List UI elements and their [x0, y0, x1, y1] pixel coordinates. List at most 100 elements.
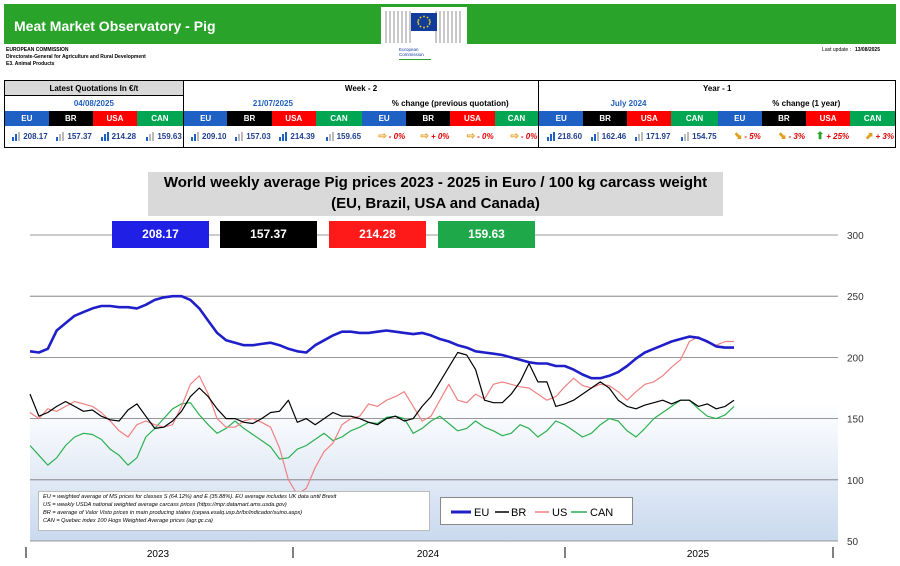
year-change-br: ⬊ - 3% [761, 125, 806, 148]
week-change-br: ⇨ + 0% [406, 125, 451, 148]
bar-chart-icon [235, 131, 244, 141]
year-value-can: 154.75 [671, 125, 718, 148]
bar-chart-icon [325, 131, 334, 141]
week-value-br: 157.03 [227, 125, 272, 148]
x-year-label: 2025 [687, 549, 710, 560]
logo-text: European Commission [399, 47, 424, 57]
footnote-line: BR = average of Valor Visto prices in ma… [43, 510, 303, 516]
footnote-box: EU = weighted average of MS prices for c… [38, 491, 430, 531]
badge-eu: 208.17 [112, 221, 209, 248]
series-line-eu [29, 294, 734, 380]
logo-underline [399, 59, 431, 60]
building-icon [385, 11, 413, 43]
year-change-eu: ⬊ - 5% [717, 125, 762, 148]
org-line: Directorate-General for Agriculture and … [6, 54, 146, 60]
bar-chart-icon [279, 131, 288, 141]
year-value-br: 162.46 [583, 125, 628, 148]
footnote-line: EU = weighted average of MS prices for c… [43, 494, 337, 500]
eu-flag-icon [411, 13, 437, 31]
arrow-right-icon: ⇨ [510, 130, 519, 142]
badge-br: 157.37 [220, 221, 317, 248]
year-change-usa: ⬆ + 25% [805, 125, 851, 148]
region-can: CAN [850, 110, 897, 126]
region-eu: EU [183, 110, 228, 126]
quotations-table: Latest Quotations In €/t Week - 2 Year -… [3, 80, 897, 148]
legend-label-eu: EU [474, 507, 489, 519]
series-line-can [29, 399, 735, 466]
bar-chart-icon [56, 131, 65, 141]
region-usa: USA [92, 110, 138, 126]
plot-area [30, 235, 838, 541]
y-tick-label: 50 [847, 537, 859, 548]
year-value-eu: 218.60 [538, 125, 584, 148]
org-line: EUROPEAN COMMISSION [6, 47, 69, 53]
bar-chart-icon [146, 131, 155, 141]
y-tick-label: 100 [847, 476, 864, 487]
week-value-can: 159.65 [315, 125, 363, 148]
region-br: BR [761, 110, 806, 126]
region-eu: EU [717, 110, 762, 126]
year-value-usa: 171.97 [627, 125, 672, 148]
week-change-usa: ⇨ - 0% [450, 125, 495, 148]
week-change-eu: ⇨ - 0% [362, 125, 407, 148]
bar-chart-icon [634, 131, 643, 141]
last-update: Last update :13/08/2025 [822, 47, 880, 53]
y-tick-label: 300 [847, 231, 864, 242]
region-can: CAN [315, 110, 363, 126]
arrow-up-right-icon: ⬈ [865, 130, 874, 142]
region-br: BR [48, 110, 93, 126]
bar-chart-icon [546, 131, 555, 141]
footnote-line: US = weekly USDA national weighted avera… [43, 502, 287, 508]
arrow-down-right-icon: ⬊ [733, 130, 743, 142]
european-commission-logo: European Commission [381, 7, 467, 61]
region-can: CAN [137, 110, 184, 126]
region-eu: EU [538, 110, 584, 126]
week-value-eu: 209.10 [183, 125, 228, 148]
region-can: CAN [494, 110, 540, 126]
y-tick-label: 250 [847, 292, 864, 303]
legend-label-can: CAN [590, 507, 613, 519]
latest-value-eu: 208.17 [3, 125, 49, 148]
last-update-value: 13/08/2025 [854, 47, 880, 53]
year-date: July 2024 [610, 98, 647, 108]
arrow-up-icon: ⬆ [815, 130, 825, 142]
region-usa: USA [805, 110, 851, 126]
week-value-usa: 214.39 [271, 125, 316, 148]
year-header: Year - 1 [538, 80, 896, 96]
badge-us: 214.28 [329, 221, 426, 248]
page-title: Meat Market Observatory - Pig [14, 18, 216, 34]
bar-chart-icon [12, 131, 21, 141]
arrow-right-icon: ⇨ [378, 130, 387, 142]
footnote-line: CAN = Quebec index 100 Hogs Weighted Ave… [43, 518, 213, 524]
chart-subtitle: (EU, Brazil, USA and Canada) [331, 195, 540, 212]
x-year-label: 2023 [147, 549, 170, 560]
badge-can: 159.63 [438, 221, 535, 248]
region-usa: USA [271, 110, 316, 126]
bar-chart-icon [681, 131, 690, 141]
last-update-label: Last update : [822, 47, 851, 53]
week-change-header: % change (previous quotation) [362, 95, 540, 111]
chart-title-line: World weekly average Pig prices 2023 - 2… [163, 174, 708, 191]
week-date: 21/07/2025 [252, 98, 293, 108]
org-line: E3. Animal Products [6, 61, 55, 67]
organization-info: EUROPEAN COMMISSION Directorate-General … [6, 47, 146, 68]
latest-value-usa: 214.28 [92, 125, 138, 148]
year-change-header: % change (1 year) [717, 95, 896, 111]
arrow-right-icon: ⇨ [420, 130, 429, 142]
region-eu: EU [362, 110, 407, 126]
region-br: BR [583, 110, 628, 126]
region-usa: USA [450, 110, 495, 126]
bar-chart-icon [100, 131, 109, 141]
chart-legend: EU BR US CAN [440, 497, 633, 525]
year-change-can: ⬈ + 3% [850, 125, 897, 148]
region-br: BR [227, 110, 272, 126]
y-tick-label: 200 [847, 353, 864, 364]
y-tick-label: 150 [847, 415, 864, 426]
series-line-br [29, 351, 735, 429]
latest-date: 04/08/2025 [4, 95, 184, 111]
latest-quotations-header: Latest Quotations In €/t [4, 80, 184, 96]
week-change-can: ⇨ - 0% [494, 125, 540, 148]
series-line-us [29, 336, 734, 496]
arrow-down-right-icon: ⬊ [778, 130, 787, 142]
